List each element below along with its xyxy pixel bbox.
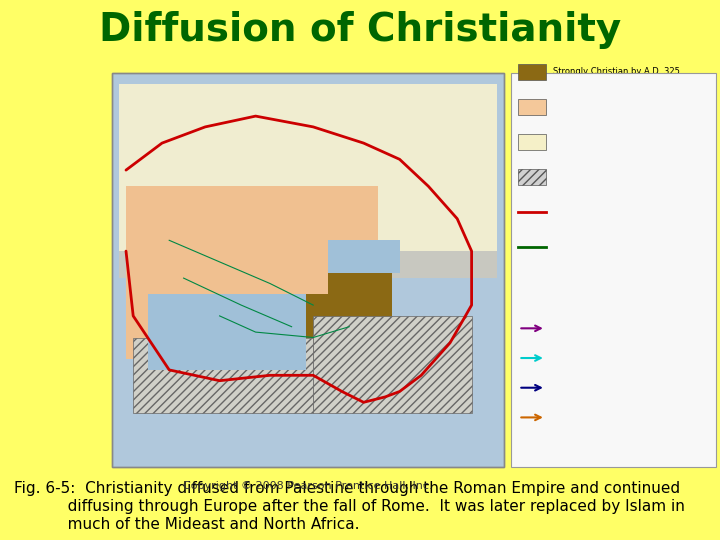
Text: PAUL'S JOURNEYS: PAUL'S JOURNEYS — [518, 289, 616, 299]
Bar — [119, 84, 497, 278]
Text: Strongly Christian by A.D. 1100: Strongly Christian by A.D. 1100 — [553, 138, 685, 146]
Bar — [328, 240, 400, 273]
Text: Christian in A.D. 1100: Christian in A.D. 1100 — [553, 185, 644, 193]
Bar — [133, 338, 313, 413]
Text: Strongly Christian by A.D. 500: Strongly Christian by A.D. 500 — [553, 103, 680, 111]
Bar — [313, 316, 472, 413]
Text: Boundary of Roman Empire at its: Boundary of Roman Empire at its — [553, 208, 693, 217]
Bar — [511, 73, 716, 467]
Bar — [518, 64, 546, 80]
Bar — [518, 134, 546, 150]
Bar — [119, 84, 497, 251]
Bar — [518, 99, 546, 115]
Text: To Rome: To Rome — [553, 413, 591, 422]
Bar — [112, 73, 504, 467]
Text: Third: Third — [553, 383, 576, 392]
Text: Diffusion of Christianity: Diffusion of Christianity — [99, 11, 621, 49]
Text: Fig. 6-5:  Christianity diffused from Palestine through the Roman Empire and con: Fig. 6-5: Christianity diffused from Pal… — [14, 481, 680, 496]
Bar — [518, 169, 546, 185]
Text: greatest extent: about A.D. 117: greatest extent: about A.D. 117 — [553, 220, 686, 228]
Text: First: First — [553, 324, 572, 333]
Bar — [148, 294, 306, 370]
Text: diffusing through Europe after the fall of Rome.  It was later replaced by Islam: diffusing through Europe after the fall … — [14, 499, 685, 514]
Text: Strongly Christian by A.D. 325: Strongly Christian by A.D. 325 — [553, 68, 680, 76]
Bar — [126, 186, 378, 359]
Text: Roman roads: Roman roads — [553, 243, 608, 252]
Bar — [328, 273, 392, 348]
Bar — [270, 294, 342, 338]
Text: Second: Second — [553, 354, 586, 362]
Bar — [112, 73, 504, 467]
Text: No longer predominantly: No longer predominantly — [553, 173, 658, 181]
Text: much of the Mideast and North Africa.: much of the Mideast and North Africa. — [14, 517, 360, 532]
Text: Copyright © 2008 Pearson Prentice Hall, Inc.: Copyright © 2008 Pearson Prentice Hall, … — [183, 481, 433, 491]
